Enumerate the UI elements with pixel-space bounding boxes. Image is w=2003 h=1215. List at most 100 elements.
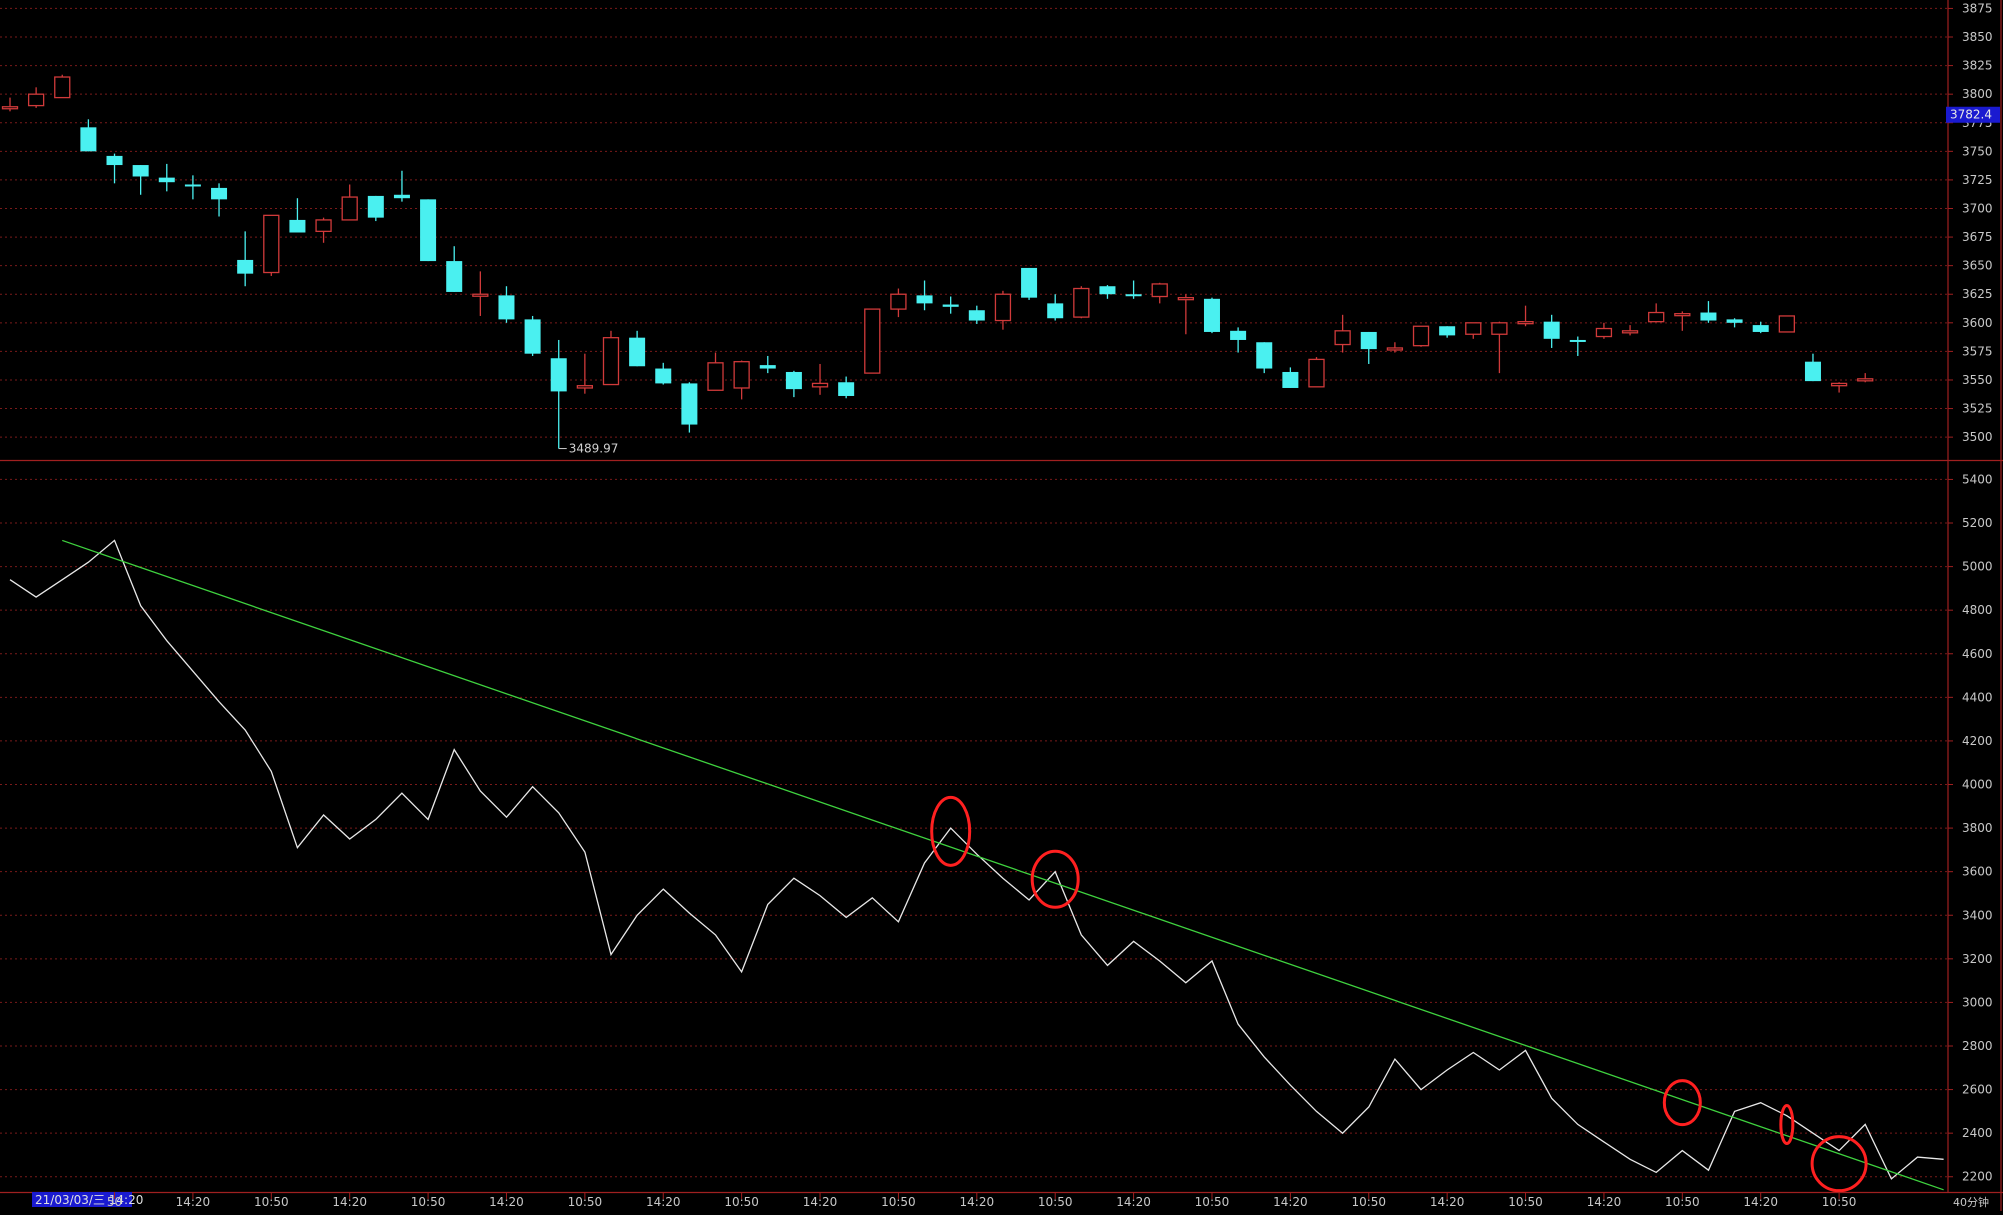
price-tick-label: 3550 <box>1962 373 1993 387</box>
candle-body-down <box>1360 331 1377 350</box>
indicator-tick-label: 4600 <box>1962 647 1993 661</box>
candle-body-up <box>1857 378 1874 382</box>
price-tick-label: 3750 <box>1962 144 1993 158</box>
x-tick-label: 14:20 <box>332 1195 367 1209</box>
candle-body-down <box>785 371 802 390</box>
indicator-tick-label: 3200 <box>1962 952 1993 966</box>
indicator-tick-label: 3800 <box>1962 821 1993 835</box>
highlight-circle <box>1810 1135 1868 1193</box>
price-tick-label: 3650 <box>1962 259 1993 273</box>
x-tick-label: 14:20 <box>1743 1195 1778 1209</box>
candle-body-up <box>890 293 907 310</box>
candle-body-up <box>1151 283 1168 298</box>
price-panel[interactable]: 3489.97 <box>1 74 1874 456</box>
x-tick-label: 10:50 <box>1351 1195 1386 1209</box>
candle-body-down <box>1543 321 1560 339</box>
candle-body-up <box>263 214 280 274</box>
x-axis: 21/03/03/三 14:20 40分钟 50 14:20 10:50 14:20 1… <box>32 1192 1989 1209</box>
candle-body-up <box>1386 347 1404 351</box>
candle-body-down <box>968 310 985 321</box>
candle-body-down <box>629 337 646 367</box>
indicator-panel[interactable] <box>9 539 1944 1193</box>
price-tick-label: 3725 <box>1962 173 1993 187</box>
candle-body-down <box>681 383 698 425</box>
indicator-tick-label: 2400 <box>1962 1126 1993 1140</box>
indicator-tick-label: 3600 <box>1962 865 1993 879</box>
candle-body-down <box>420 199 437 262</box>
highlight-circle <box>1030 849 1080 909</box>
candle-body-down <box>1569 339 1586 342</box>
candle-body-up <box>864 308 881 374</box>
price-tick-label: 3850 <box>1962 30 1993 44</box>
candle-body-down <box>446 261 463 292</box>
candle-body-down <box>158 177 175 183</box>
x-tick-label: 14:20 <box>489 1195 524 1209</box>
indicator-tick-label: 4200 <box>1962 734 1993 748</box>
candle-body-down <box>393 194 410 199</box>
x-tick-label: 10:50 <box>254 1195 289 1209</box>
candle-body-up <box>27 93 45 107</box>
candle-body-down <box>1439 326 1456 336</box>
candle-body-up <box>811 382 829 388</box>
indicator-tick-label: 3000 <box>1962 995 1993 1009</box>
price-tick-label: 3575 <box>1962 344 1993 358</box>
candle-body-up <box>1830 382 1848 387</box>
candle-body-down <box>759 365 776 369</box>
price-tick-label: 3825 <box>1962 59 1993 73</box>
candle-body-up <box>994 293 1012 322</box>
candle-body-down <box>524 319 541 354</box>
candle-body-up <box>1674 313 1691 317</box>
x-tick-label: 10:50 <box>1508 1195 1543 1209</box>
candle-body-down <box>1099 286 1116 295</box>
indicator-tick-label: 2800 <box>1962 1039 1993 1053</box>
low-annotation-label: 3489.97 <box>569 442 619 456</box>
candle-body-down <box>1203 298 1220 332</box>
price-tick-label: 3875 <box>1962 1 1993 15</box>
candle-body-down <box>132 165 149 177</box>
candle-body-up <box>1465 322 1482 335</box>
price-tick-label: 3700 <box>1962 201 1993 215</box>
highlight-circle <box>930 795 972 867</box>
candle-body-up <box>54 76 71 99</box>
x-tick-label: 50 <box>107 1195 122 1209</box>
price-tick-label: 3800 <box>1962 87 1993 101</box>
candle-body-down <box>1125 294 1142 297</box>
indicator-tick-label: 3400 <box>1962 908 1993 922</box>
indicator-tick-label: 2600 <box>1962 1083 1993 1097</box>
candle-body-down <box>367 195 384 218</box>
highlight-circle <box>1779 1103 1795 1145</box>
candle-body-down <box>1230 330 1247 340</box>
x-tick-label: 14:20 <box>176 1195 211 1209</box>
x-tick-label: 10:50 <box>411 1195 446 1209</box>
price-tick-label: 3625 <box>1962 287 1993 301</box>
x-tick-label: 10:50 <box>1195 1195 1230 1209</box>
candle-body-down <box>184 184 201 187</box>
candle-body-up <box>1648 311 1665 323</box>
candle-body-up <box>472 293 489 297</box>
candle-body-up <box>315 219 332 233</box>
x-tick-label: 14:20 <box>646 1195 681 1209</box>
candle-body-up <box>1621 330 1639 334</box>
price-tick-label: 3500 <box>1962 430 1993 444</box>
candle-body-down <box>1726 319 1743 323</box>
indicator-tick-label: 5400 <box>1962 472 1993 486</box>
candle-body-down <box>1021 267 1038 298</box>
candle-body-up <box>733 361 750 389</box>
candle-body-down <box>942 304 959 307</box>
candle-body-down <box>289 219 306 233</box>
candle-body-down <box>1256 342 1273 369</box>
candle-body-up <box>602 337 620 386</box>
candle-body-down <box>1700 312 1717 321</box>
x-tick-label: 10:50 <box>1822 1195 1857 1209</box>
candle-body-down <box>237 259 254 274</box>
x-tick-label: 10:50 <box>881 1195 916 1209</box>
indicator-tick-label: 2200 <box>1962 1170 1993 1184</box>
candle-body-down <box>550 358 567 392</box>
candle-body-down <box>838 382 855 396</box>
x-tick-label: 14:20 <box>1587 1195 1622 1209</box>
indicator-tick-label: 4000 <box>1962 778 1993 792</box>
x-tick-label: 14:20 <box>1430 1195 1465 1209</box>
x-tick-label: 10:50 <box>1665 1195 1700 1209</box>
